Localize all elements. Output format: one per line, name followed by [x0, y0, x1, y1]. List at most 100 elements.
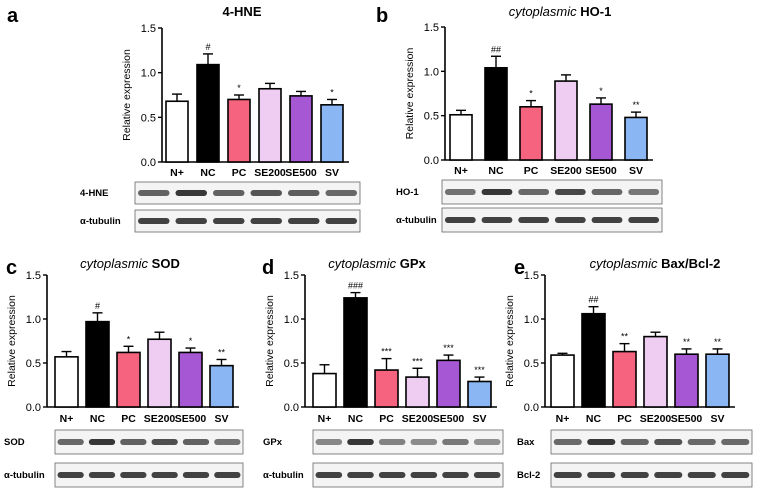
significance-mark: **: [714, 337, 722, 347]
blot-band: [347, 472, 374, 478]
y-tick-label: 0.0: [26, 402, 41, 414]
panel-d: d cytoplasmic GPx Relative expression 0.0 0.…: [262, 256, 504, 488]
x-tick-label: NC: [90, 413, 106, 425]
y-tick-label: 0.0: [524, 402, 539, 414]
blot-band: [325, 190, 357, 196]
x-tick-label: PC: [524, 165, 539, 177]
blot-band: [481, 217, 513, 223]
blot-band: [442, 439, 469, 445]
significance-mark: ***: [381, 347, 392, 357]
bar-sv: [467, 380, 492, 408]
significance-mark: *: [127, 334, 131, 344]
blot-band: [442, 472, 469, 478]
y-axis-label: Relative expression: [504, 295, 516, 387]
chart-title-prefix: cytoplasmic: [590, 256, 662, 271]
y-tick-label: 0.5: [424, 111, 439, 123]
x-tick-label: PC: [379, 413, 394, 425]
chart-title: cytoplasmic SOD: [80, 256, 180, 271]
blot-label: Bcl-2: [517, 470, 540, 481]
blot-band: [175, 190, 207, 196]
chart-title-prefix: cytoplasmic: [509, 4, 581, 19]
bar-nc: [85, 320, 110, 408]
blot-band: [138, 190, 170, 196]
blot-band: [325, 218, 357, 224]
bar-nc: [581, 312, 606, 408]
x-tick-label: NC: [200, 167, 216, 179]
blot-band: [347, 439, 374, 445]
blot-band: [687, 439, 716, 445]
panel-a: a 4-HNE Relative expression 0.0 0.5 1.0 1.5 N+ #…: [7, 4, 361, 233]
bar-pc: [116, 351, 141, 408]
significance-mark: *: [189, 336, 193, 346]
bar-se200: [554, 80, 578, 161]
panel-c: c cytoplasmic SOD Relative expression 0.0 0.…: [4, 256, 244, 488]
chart-title-main: HO-1: [580, 4, 611, 19]
significance-mark: ###: [348, 281, 363, 291]
x-tick-label: NC: [586, 413, 602, 425]
x-tick-label: NC: [348, 413, 364, 425]
significance-mark: *: [237, 83, 241, 93]
bar-se500: [178, 351, 203, 408]
y-tick-label: 0.5: [284, 358, 299, 370]
panel-letter: d: [262, 257, 274, 279]
bar-nplus: [550, 354, 575, 408]
y-tick-label: 1.5: [141, 23, 156, 35]
significance-mark: **: [632, 100, 640, 110]
y-tick-label: 1.0: [524, 314, 539, 326]
y-axis-label: Relative expression: [6, 295, 18, 387]
chart-title-main: SOD: [152, 256, 180, 271]
bar-nplus: [312, 372, 337, 408]
blot-band: [444, 189, 476, 195]
bar-se500: [674, 353, 699, 408]
bar-pc: [519, 106, 543, 161]
x-tick-label: SE200: [640, 413, 672, 425]
blot-band: [378, 472, 406, 478]
significance-mark: **: [218, 347, 226, 357]
blot-band: [151, 439, 178, 445]
bar-nplus: [449, 113, 473, 161]
y-tick-label: 1.0: [284, 314, 299, 326]
blot-band: [620, 472, 649, 478]
blot-label: α-tubulin: [80, 216, 121, 227]
y-tick-label: 1.5: [524, 270, 539, 282]
x-tick-label: N+: [318, 413, 332, 425]
blot-band: [250, 190, 282, 196]
blot-strip: [441, 179, 663, 205]
blot-band: [481, 189, 513, 195]
blot-label: Bax: [517, 437, 535, 448]
x-tick-label: N+: [556, 413, 570, 425]
blot-band: [288, 190, 320, 196]
blot-band: [721, 439, 750, 445]
x-tick-label: PC: [617, 413, 632, 425]
significance-mark: *: [599, 86, 603, 96]
blot-band: [444, 217, 476, 223]
x-tick-label: SV: [214, 413, 228, 425]
blot-band: [554, 217, 586, 223]
significance-mark: ***: [474, 365, 485, 375]
blot-strip: [54, 462, 244, 488]
y-tick-label: 0.0: [141, 157, 156, 169]
significance-mark: **: [621, 332, 629, 342]
blot-strip: [441, 207, 663, 233]
x-tick-label: SV: [629, 165, 643, 177]
y-tick-label: 1.0: [26, 314, 41, 326]
significance-mark: ##: [588, 295, 598, 305]
bar-se500: [436, 359, 461, 408]
blot-band: [175, 218, 207, 224]
blot-band: [213, 218, 245, 224]
blot-band: [553, 439, 582, 445]
blot-band: [410, 439, 438, 445]
blot-band: [628, 189, 660, 195]
bar-nc: [484, 66, 508, 161]
bar-se200: [147, 338, 172, 408]
bar-nplus: [165, 100, 189, 163]
panel-b: b cytoplasmic HO-1 Relative expression 0.0 0…: [376, 4, 663, 233]
blot-strip: [550, 429, 753, 455]
bar-se200: [258, 87, 282, 163]
chart-title: cytoplasmic Bax/Bcl-2: [590, 256, 721, 271]
blot-label: α-tubulin: [4, 470, 45, 481]
blot-band: [587, 439, 616, 445]
significance-mark: ***: [412, 356, 423, 366]
chart-title-prefix: cytoplasmic: [328, 256, 400, 271]
blot-band: [378, 439, 406, 445]
